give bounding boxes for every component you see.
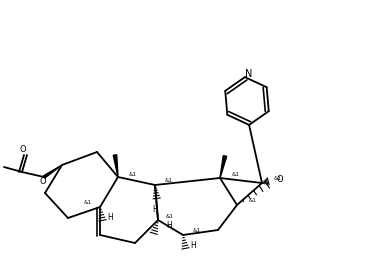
Text: H: H bbox=[107, 213, 113, 221]
Polygon shape bbox=[113, 155, 118, 177]
Text: &1: &1 bbox=[166, 214, 174, 218]
Text: N: N bbox=[245, 69, 253, 79]
Polygon shape bbox=[220, 156, 227, 178]
Text: O: O bbox=[40, 177, 46, 187]
Text: &1: &1 bbox=[249, 199, 257, 203]
Text: &1: &1 bbox=[232, 172, 240, 177]
Text: &1: &1 bbox=[84, 200, 92, 206]
Polygon shape bbox=[43, 165, 62, 178]
Text: &1: &1 bbox=[193, 229, 201, 233]
Text: H: H bbox=[152, 206, 158, 214]
Text: O: O bbox=[276, 174, 283, 184]
Text: &1: &1 bbox=[165, 178, 173, 184]
Text: O: O bbox=[20, 146, 26, 154]
Text: H: H bbox=[166, 221, 172, 229]
Text: &1: &1 bbox=[129, 173, 137, 177]
Text: &1: &1 bbox=[274, 177, 282, 181]
Text: H: H bbox=[190, 240, 196, 250]
